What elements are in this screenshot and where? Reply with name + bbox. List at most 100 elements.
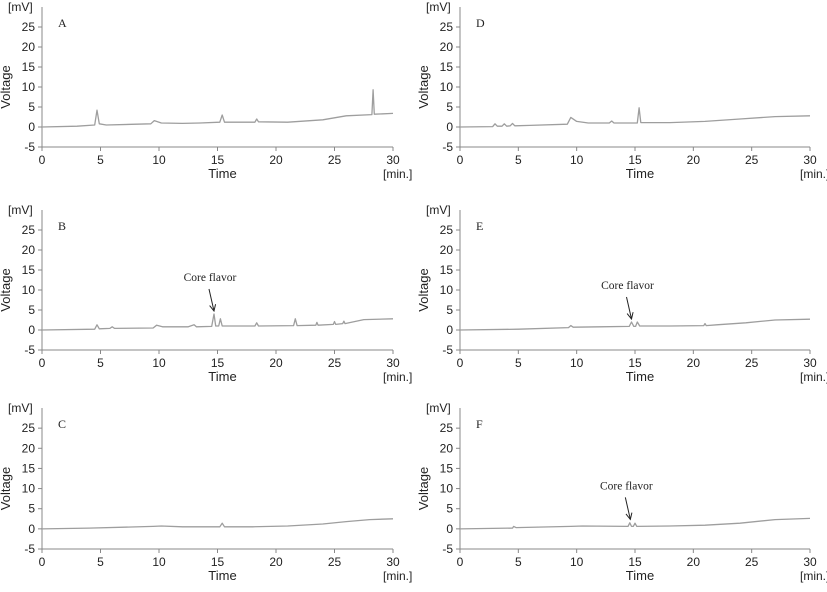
y-tick-label: 20 xyxy=(440,441,454,455)
x-axis-title: Time xyxy=(208,568,236,583)
core-flavor-arrow-shaft xyxy=(208,288,215,312)
y-axis-title: Voltage xyxy=(416,268,431,311)
core-flavor-arrow-shaft xyxy=(624,497,631,520)
core-flavor-arrow-head xyxy=(626,312,634,321)
x-unit-label: [min.] xyxy=(383,370,412,384)
y-tick-label: 25 xyxy=(440,421,454,435)
x-tick-label: 25 xyxy=(328,153,342,167)
x-tick-label: 20 xyxy=(687,356,701,370)
y-tick-label: 15 xyxy=(22,461,36,475)
y-tick-label: 25 xyxy=(22,421,36,435)
y-tick-label: 20 xyxy=(22,441,36,455)
y-tick-label: -5 xyxy=(442,343,453,357)
core-flavor-label: Core flavor xyxy=(600,480,653,492)
chromatogram-trace xyxy=(41,89,394,128)
chromatogram-trace xyxy=(459,318,811,331)
x-tick-label: 15 xyxy=(628,356,642,370)
y-axis-title: Voltage xyxy=(0,467,13,510)
x-tick-label: 15 xyxy=(211,153,225,167)
x-tick-label: 15 xyxy=(211,555,225,569)
x-axis-title: Time xyxy=(208,166,236,181)
x-unit-label: [min.] xyxy=(383,167,412,181)
chromatogram-trace xyxy=(41,313,394,331)
y-tick-label: -5 xyxy=(442,140,453,154)
x-axis-title: Time xyxy=(626,369,654,384)
x-tick-label: 25 xyxy=(745,356,759,370)
y-tick-label: 15 xyxy=(440,60,454,74)
y-tick-label: 0 xyxy=(446,323,453,337)
y-tick-label: -5 xyxy=(442,542,453,556)
y-tick-label: 10 xyxy=(440,482,454,496)
x-tick-label: 20 xyxy=(269,356,283,370)
x-tick-label: 0 xyxy=(39,153,46,167)
y-tick-label: 0 xyxy=(446,522,453,536)
y-tick-label: 20 xyxy=(440,40,454,54)
y-tick-label: 10 xyxy=(22,482,36,496)
x-unit-label: [min.] xyxy=(800,167,827,181)
x-tick-label: 5 xyxy=(515,356,522,370)
panel-letter: A xyxy=(58,16,67,30)
y-tick-label: 5 xyxy=(28,100,35,114)
y-axis-title: Voltage xyxy=(0,268,13,311)
y-tick-label: 25 xyxy=(22,20,36,34)
x-tick-label: 0 xyxy=(39,555,46,569)
x-tick-label: 30 xyxy=(386,555,400,569)
y-tick-label: 15 xyxy=(22,60,36,74)
y-axis-title: Voltage xyxy=(416,65,431,108)
chromatogram-panel-c: -5 0 5 10 15 20 25 0 5 10 15 20 25 30 [mV] Voltage Time [… xyxy=(0,401,412,583)
y-tick-label: 5 xyxy=(446,303,453,317)
chromatogram-panel-e: -5 0 5 10 15 20 25 0 5 10 15 20 25 30 [mV] Voltage Time [… xyxy=(416,203,827,384)
x-tick-label: 10 xyxy=(570,555,584,569)
x-axis-title: Time xyxy=(208,369,236,384)
x-tick-label: 5 xyxy=(97,356,104,370)
x-tick-label: 25 xyxy=(745,153,759,167)
x-unit-label: [min.] xyxy=(383,569,412,583)
x-tick-label: 10 xyxy=(570,356,584,370)
y-tick-label: 10 xyxy=(440,80,454,94)
x-axis-title: Time xyxy=(626,166,654,181)
y-unit-label: [mV] xyxy=(426,0,451,14)
y-tick-label: 5 xyxy=(28,303,35,317)
x-tick-label: 10 xyxy=(152,555,166,569)
x-tick-label: 20 xyxy=(269,153,283,167)
chromatogram-panel-d: -5 0 5 10 15 20 25 0 5 10 15 20 25 30 [mV] Voltage Time [… xyxy=(416,0,827,181)
x-tick-label: 15 xyxy=(211,356,225,370)
y-axis-title: Voltage xyxy=(416,467,431,510)
chromatogram-trace xyxy=(41,518,394,530)
chromatogram-panel-f: -5 0 5 10 15 20 25 0 5 10 15 20 25 30 [mV] Voltage Time [… xyxy=(416,401,827,583)
y-tick-label: 25 xyxy=(22,223,36,237)
x-unit-label: [min.] xyxy=(800,370,827,384)
panel-letter: F xyxy=(476,417,483,431)
y-tick-label: 25 xyxy=(440,20,454,34)
core-flavor-label: Core flavor xyxy=(184,272,237,284)
y-tick-label: 15 xyxy=(440,461,454,475)
y-tick-label: 0 xyxy=(28,120,35,134)
core-flavor-arrow-head xyxy=(209,304,217,313)
y-tick-label: 15 xyxy=(440,263,454,277)
y-tick-label: 5 xyxy=(446,502,453,516)
y-tick-label: -5 xyxy=(24,140,35,154)
x-tick-label: 0 xyxy=(457,555,464,569)
x-tick-label: 25 xyxy=(745,555,759,569)
core-flavor-arrow-head xyxy=(625,512,633,521)
y-unit-label: [mV] xyxy=(8,401,33,415)
x-tick-label: 15 xyxy=(628,555,642,569)
chromatogram-trace xyxy=(459,107,811,128)
y-tick-label: 10 xyxy=(440,283,454,297)
y-axis-title: Voltage xyxy=(0,65,13,108)
x-tick-label: 5 xyxy=(97,153,104,167)
y-unit-label: [mV] xyxy=(8,203,33,217)
x-tick-label: 0 xyxy=(457,153,464,167)
x-tick-label: 5 xyxy=(515,153,522,167)
x-tick-label: 20 xyxy=(269,555,283,569)
y-tick-label: 0 xyxy=(28,323,35,337)
y-unit-label: [mV] xyxy=(426,203,451,217)
y-unit-label: [mV] xyxy=(426,401,451,415)
x-unit-label: [min.] xyxy=(800,569,827,583)
y-tick-label: -5 xyxy=(24,343,35,357)
x-tick-label: 30 xyxy=(386,153,400,167)
x-tick-label: 10 xyxy=(152,356,166,370)
x-tick-label: 30 xyxy=(386,356,400,370)
panel-letter: E xyxy=(476,219,483,233)
